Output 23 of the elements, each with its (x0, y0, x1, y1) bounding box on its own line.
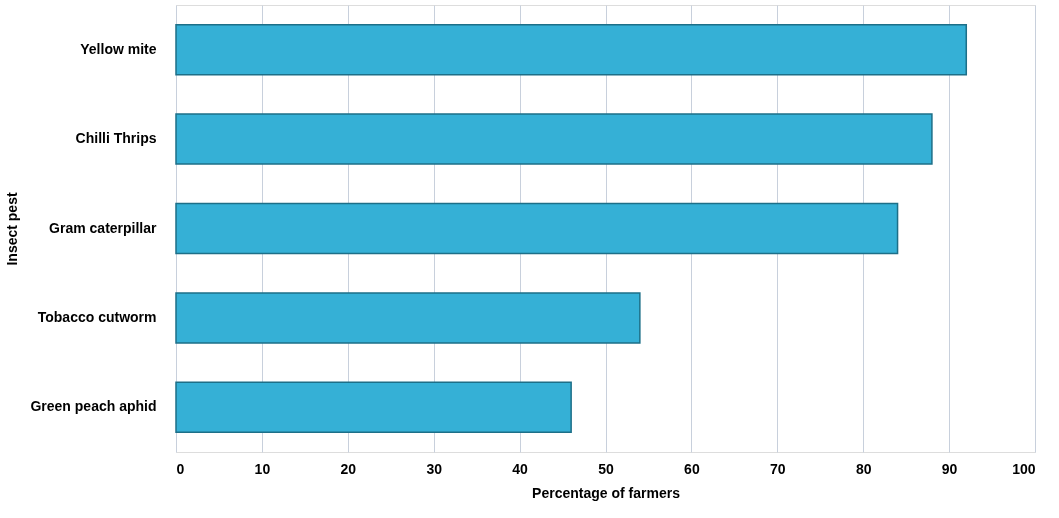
x-tick-label: 80 (855, 460, 872, 477)
y-tick-label: Yellow mite (80, 40, 157, 57)
x-tick-label: 10 (254, 460, 271, 477)
bar (175, 292, 641, 344)
x-tick-label: 20 (340, 460, 357, 477)
x-tick-label: 0 (176, 460, 185, 477)
bar (175, 23, 968, 76)
bar (175, 113, 933, 165)
bar (175, 381, 572, 434)
y-tick-label: Tobacco cutworm (37, 308, 157, 325)
y-axis-title: Insect pest (4, 192, 21, 266)
x-tick-label: 50 (598, 460, 614, 477)
x-tick-label: 100 (1012, 460, 1036, 477)
bar (175, 202, 899, 255)
x-tick-label: 30 (426, 460, 443, 477)
y-tick-label: Chilli Thrips (75, 130, 157, 147)
x-axis-title: Percentage of farmers (532, 484, 681, 501)
y-tick-label: Gram caterpillar (49, 219, 158, 236)
x-tick-label: 90 (941, 460, 958, 477)
x-tick-label: 70 (770, 460, 786, 477)
x-tick-label: 60 (684, 460, 700, 477)
y-tick-label: Green peach aphid (30, 398, 157, 415)
x-tick-label: 40 (512, 460, 529, 477)
